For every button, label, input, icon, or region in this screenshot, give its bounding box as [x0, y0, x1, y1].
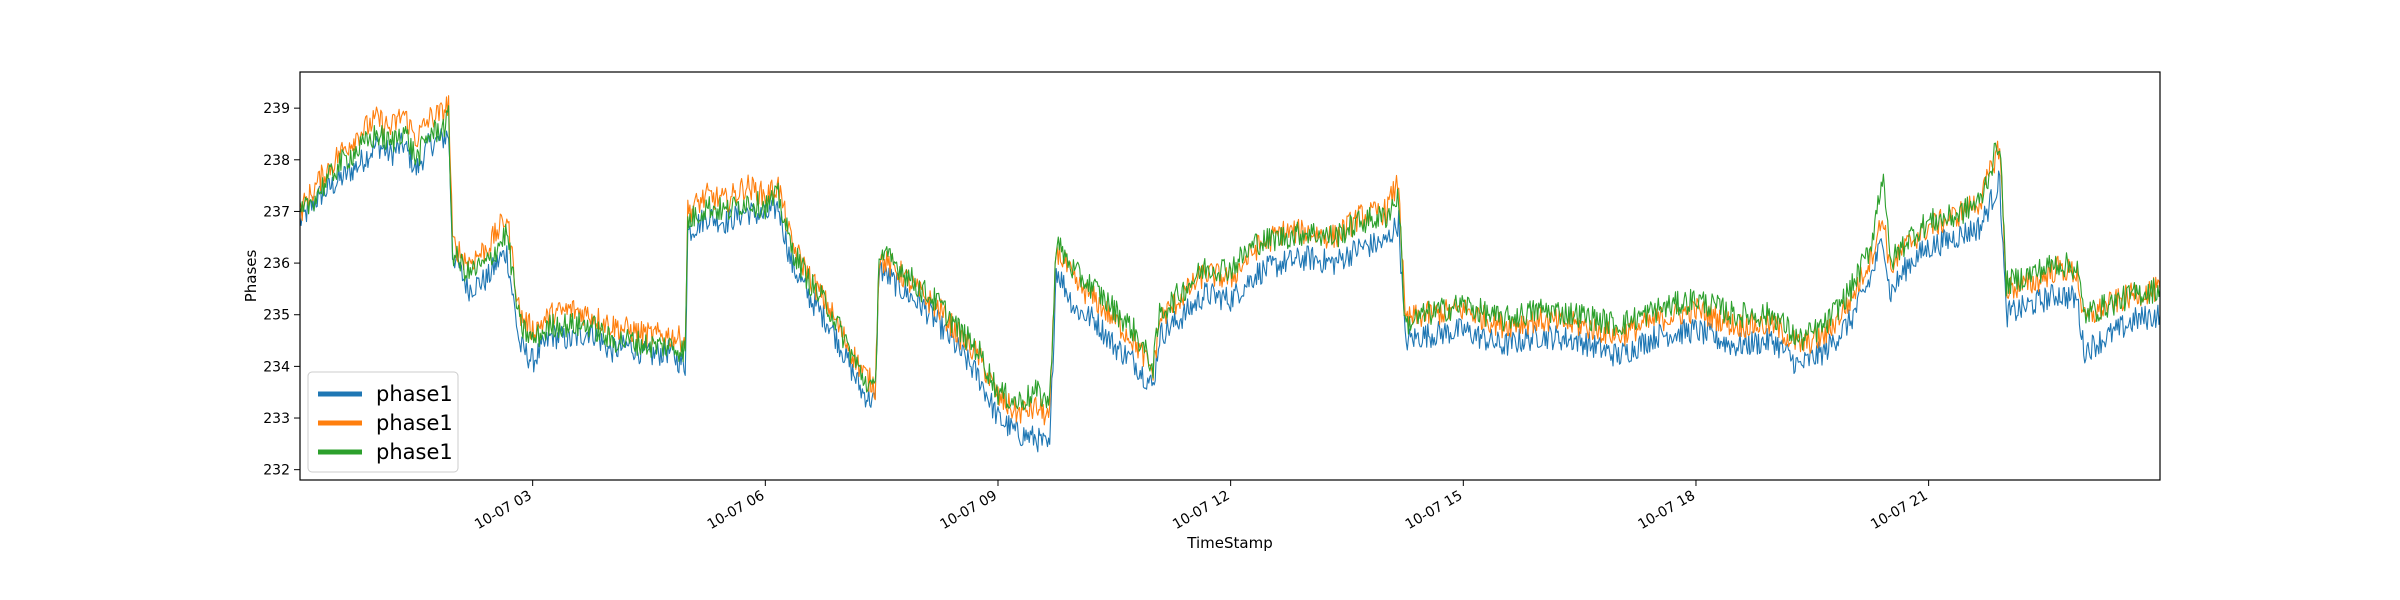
axes-background — [300, 72, 2160, 480]
legend-box — [307, 371, 459, 473]
x-axis-title: TimeStamp — [1186, 534, 1272, 552]
y-tick-label: 237 — [263, 204, 290, 220]
y-axis-title: Phases — [242, 250, 260, 303]
legend: phase1 phase1 phase1 — [307, 371, 459, 473]
y-tick-label: 233 — [263, 411, 290, 427]
legend-label-2: phase1 — [376, 411, 453, 435]
axes-frame — [299, 71, 2161, 481]
plot-area — [299, 71, 2161, 481]
series-layer — [299, 95, 2161, 453]
legend-label-1: phase1 — [376, 382, 453, 406]
y-tick-label: 239 — [263, 101, 290, 117]
series-line-3 — [299, 105, 2161, 411]
y-axis: 232 233 234 235 236 237 238 239 — [263, 101, 300, 479]
y-tick-label: 238 — [263, 153, 290, 169]
y-tick-label: 232 — [263, 463, 290, 479]
legend-label-3: phase1 — [376, 440, 453, 464]
y-tick-label: 234 — [263, 359, 290, 375]
y-tick-label: 235 — [263, 308, 290, 324]
y-tick-label: 236 — [263, 256, 290, 272]
